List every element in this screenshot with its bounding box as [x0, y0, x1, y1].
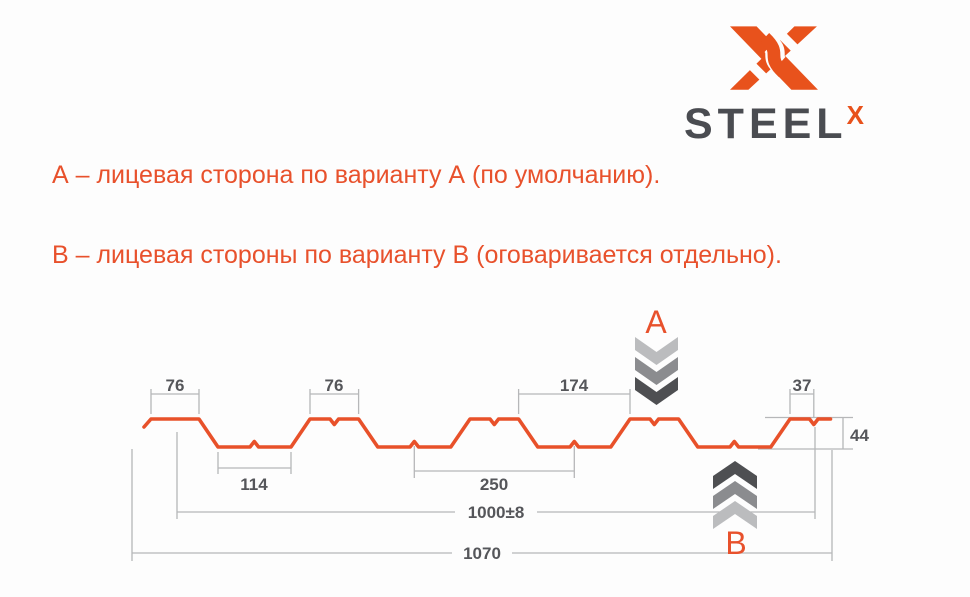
- dim-edge-rib: 37: [789, 376, 815, 418]
- chevron-up-icon: [713, 461, 757, 489]
- chevron-down-icon: [635, 377, 678, 405]
- dim-overall-width: 1070: [131, 449, 833, 563]
- side-a-marker: А: [635, 304, 678, 405]
- steelx-logo-mark-icon: [730, 22, 818, 90]
- steelx-logo: STEELX: [684, 14, 914, 149]
- dim-overall-width-value: 1070: [463, 544, 501, 563]
- dim-valley-bottom-value: 114: [240, 475, 268, 494]
- dim-pitch: 250: [413, 446, 575, 494]
- dim-rib-top-mid-value: 76: [325, 376, 344, 395]
- side-a-label: А: [645, 304, 667, 340]
- dim-rib-top-left-value: 76: [166, 376, 185, 395]
- chevron-down-icon: [635, 337, 678, 365]
- chevron-down-icon: [635, 357, 678, 385]
- dim-valley-span-top: 174: [517, 376, 631, 414]
- side-b-marker: В: [713, 461, 757, 561]
- brand-text: STEEL: [684, 100, 848, 148]
- dim-profile-height-value: 44: [850, 426, 869, 445]
- side-b-label: В: [725, 525, 746, 561]
- brand-line: STEELX: [684, 100, 865, 149]
- sheet-profile-outline: [142, 417, 833, 449]
- dim-valley-bottom: 114: [217, 452, 292, 494]
- dim-rib-top-mid: 76: [309, 376, 360, 414]
- dim-working-width-value: 1000±8: [468, 503, 525, 522]
- dim-edge-rib-value: 37: [793, 376, 812, 395]
- brand-superscript: X: [846, 100, 864, 130]
- chevron-up-icon: [713, 481, 757, 509]
- dim-valley-span-top-value: 174: [560, 376, 589, 395]
- note-variant-a: А – лицевая сторона по варианту А (по ум…: [52, 161, 661, 189]
- dim-rib-top-left: 76: [150, 376, 200, 414]
- dim-working-width: 1000±8: [176, 427, 816, 522]
- dim-pitch-value: 250: [480, 475, 508, 494]
- chevron-up-icon: [713, 501, 757, 529]
- note-variant-b: В – лицевая стороны по варианту В (огова…: [52, 241, 782, 269]
